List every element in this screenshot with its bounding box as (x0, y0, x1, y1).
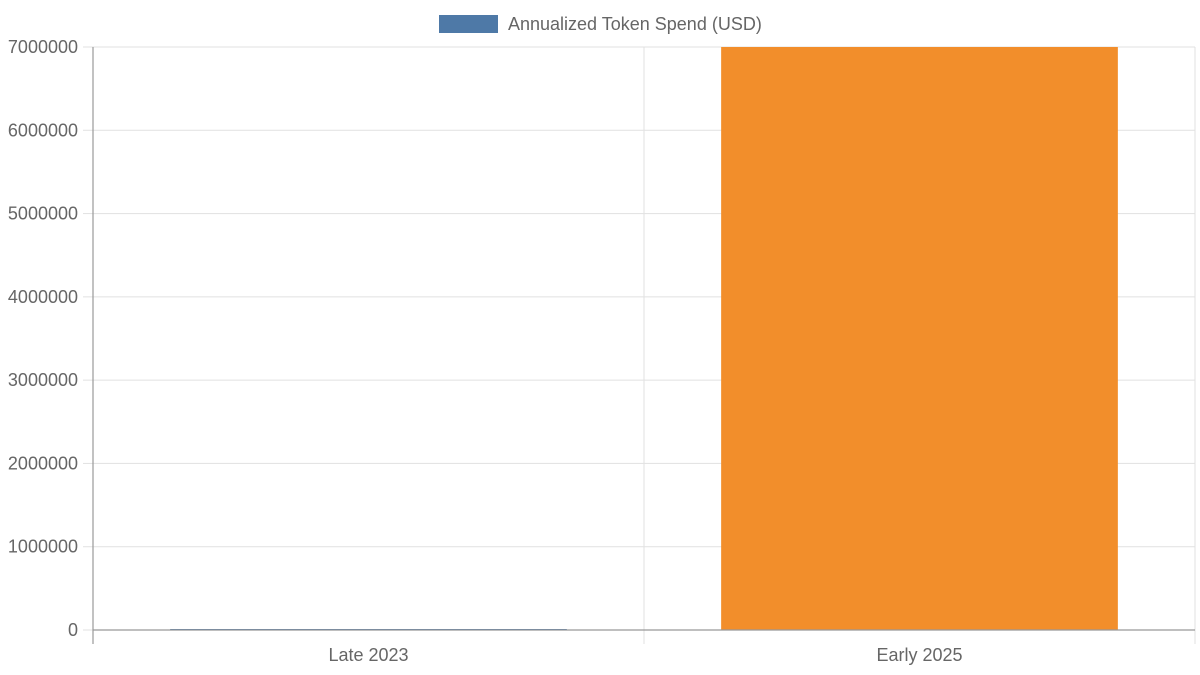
y-tick-label: 1000000 (8, 537, 78, 557)
y-tick-label: 3000000 (8, 370, 78, 390)
legend-swatch (439, 15, 498, 33)
axes: 0 1000000 2000000 3000000 4000000 5000000 6000… (8, 37, 1195, 665)
y-tick-label: 4000000 (8, 287, 78, 307)
bars (170, 47, 1118, 630)
bar-early-2025 (721, 47, 1118, 630)
y-tick-label: 5000000 (8, 204, 78, 224)
x-tick-label: Early 2025 (876, 645, 962, 665)
y-tick-label: 6000000 (8, 120, 78, 140)
y-tick-label: 0 (68, 620, 78, 640)
y-tick-label: 7000000 (8, 37, 78, 57)
legend-label: Annualized Token Spend (USD) (508, 14, 762, 34)
x-tick-label: Late 2023 (328, 645, 408, 665)
y-tick-label: 2000000 (8, 453, 78, 473)
legend[interactable]: Annualized Token Spend (USD) (439, 14, 762, 34)
